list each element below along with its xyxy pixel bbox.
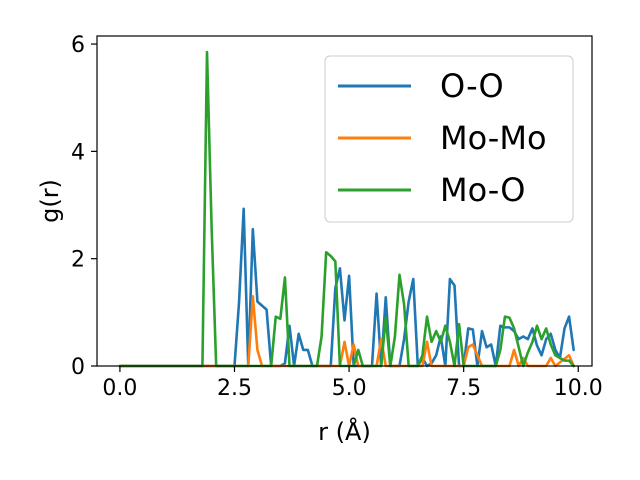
y-tick-label: 2 xyxy=(71,248,85,273)
legend: O-O Mo-Mo Mo-O xyxy=(324,55,574,223)
x-axis: 0.0 2.5 5.0 7.5 10.0 xyxy=(102,366,603,401)
y-tick-label: 6 xyxy=(71,33,85,58)
x-axis-label: r (Å) xyxy=(318,417,371,446)
y-tick-label: 4 xyxy=(71,140,85,165)
legend-label: Mo-O xyxy=(440,171,525,209)
plot-frame xyxy=(96,35,593,367)
x-tick-label: 10.0 xyxy=(554,376,603,401)
x-tick-label: 5.0 xyxy=(332,376,367,401)
legend-box xyxy=(324,55,574,223)
y-tick-label: 0 xyxy=(71,355,85,380)
x-tick-label: 0.0 xyxy=(102,376,137,401)
x-tick-label: 2.5 xyxy=(217,376,252,401)
legend-label: Mo-Mo xyxy=(440,119,547,157)
x-tick-label: 7.5 xyxy=(446,376,481,401)
y-axis-label: g(r) xyxy=(36,179,64,223)
y-axis: 0 2 4 6 xyxy=(71,33,97,380)
legend-label: O-O xyxy=(440,67,504,105)
